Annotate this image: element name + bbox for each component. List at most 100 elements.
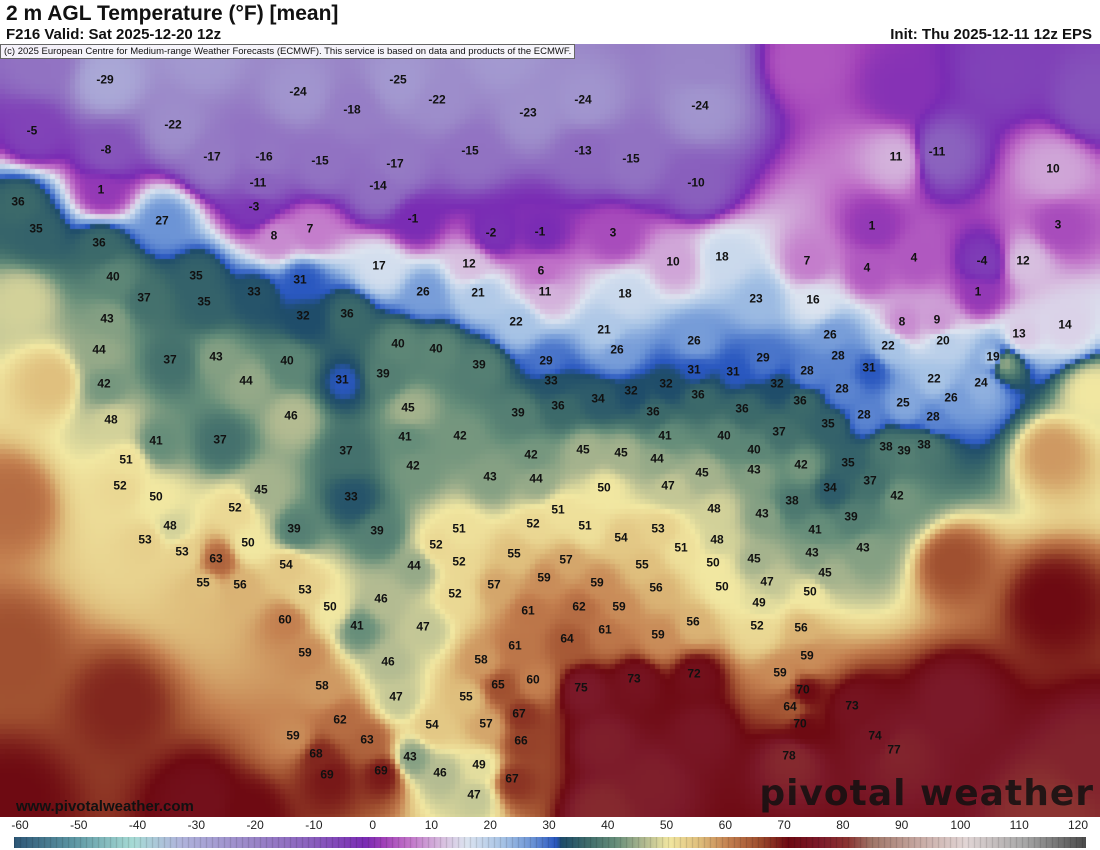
temperature-label: 3 bbox=[609, 225, 617, 240]
temperature-label: 14 bbox=[1058, 317, 1072, 332]
temperature-label: 45 bbox=[401, 400, 415, 415]
temperature-label: 52 bbox=[750, 618, 764, 633]
temperature-label: 73 bbox=[627, 671, 641, 686]
temperature-label: -22 bbox=[428, 92, 446, 107]
temperature-label: 26 bbox=[687, 333, 701, 348]
temperature-label: -23 bbox=[519, 105, 537, 120]
temperature-label: -1 bbox=[407, 211, 419, 226]
colorbar-tick: -10 bbox=[305, 818, 323, 832]
colorbar-tick: -50 bbox=[70, 818, 88, 832]
colorbar-tick: 110 bbox=[1009, 818, 1029, 832]
temperature-label: 31 bbox=[726, 364, 740, 379]
temperature-label: 54 bbox=[614, 530, 628, 545]
temperature-label: 43 bbox=[100, 311, 114, 326]
temperature-label: 32 bbox=[296, 308, 310, 323]
colorbar-tick: -60 bbox=[11, 818, 29, 832]
temperature-label: 32 bbox=[624, 383, 638, 398]
temperature-label: 32 bbox=[659, 376, 673, 391]
colorbar-tick: -40 bbox=[128, 818, 147, 832]
temperature-label: 18 bbox=[715, 249, 729, 264]
temperature-label: 57 bbox=[487, 577, 501, 592]
temperature-label: 39 bbox=[844, 509, 858, 524]
temperature-label: 50 bbox=[715, 579, 729, 594]
temperature-label: 63 bbox=[209, 551, 223, 566]
temperature-label: 35 bbox=[821, 416, 835, 431]
temperature-label: 47 bbox=[661, 478, 675, 493]
temperature-label: -25 bbox=[389, 72, 407, 87]
temperature-label: 36 bbox=[340, 306, 354, 321]
copyright-notice: (c) 2025 European Centre for Medium-rang… bbox=[0, 44, 576, 59]
temperature-label: 59 bbox=[286, 728, 300, 743]
temperature-label: -3 bbox=[248, 199, 260, 214]
temperature-label: 50 bbox=[803, 584, 817, 599]
temperature-label: 61 bbox=[508, 638, 522, 653]
temperature-label: 53 bbox=[651, 521, 665, 536]
temperature-label: 19 bbox=[986, 349, 1000, 364]
temperature-label: 39 bbox=[370, 523, 384, 538]
temperature-label: 37 bbox=[137, 290, 151, 305]
temperature-label: 47 bbox=[416, 619, 430, 634]
temperature-label: 4 bbox=[910, 250, 918, 265]
temperature-label: 49 bbox=[472, 757, 486, 772]
temperature-label: 52 bbox=[113, 478, 127, 493]
temperature-label: 74 bbox=[868, 728, 882, 743]
temperature-label: 44 bbox=[529, 471, 543, 486]
temperature-label: 59 bbox=[590, 575, 604, 590]
temperature-label: 16 bbox=[806, 292, 820, 307]
temperature-label: -5 bbox=[26, 123, 38, 138]
temperature-label: 1 bbox=[97, 182, 105, 197]
temperature-label: 28 bbox=[835, 381, 849, 396]
temperature-label: 52 bbox=[228, 500, 242, 515]
temperature-label: 44 bbox=[650, 451, 664, 466]
temperature-label: 56 bbox=[649, 580, 663, 595]
temperature-label: -24 bbox=[289, 84, 307, 99]
temperature-label: 52 bbox=[448, 586, 462, 601]
temperature-label: -1 bbox=[534, 224, 546, 239]
temperature-label: 35 bbox=[29, 221, 43, 236]
temperature-label: 9 bbox=[933, 312, 941, 327]
temperature-label: 26 bbox=[944, 390, 958, 405]
temperature-label: 37 bbox=[863, 473, 877, 488]
valid-time: F216 Valid: Sat 2025-12-20 12z bbox=[6, 26, 222, 43]
temperature-map[interactable]: (c) 2025 European Centre for Medium-rang… bbox=[0, 44, 1100, 817]
temperature-label: 50 bbox=[241, 535, 255, 550]
temperature-label: 36 bbox=[551, 398, 565, 413]
temperature-label: 12 bbox=[462, 256, 476, 271]
temperature-label: 44 bbox=[239, 373, 253, 388]
temperature-label: 48 bbox=[104, 412, 118, 427]
temperature-label: 55 bbox=[507, 546, 521, 561]
temperature-label: 34 bbox=[823, 480, 837, 495]
temperature-label: -15 bbox=[461, 143, 479, 158]
temperature-label: 66 bbox=[514, 733, 528, 748]
temperature-label: 51 bbox=[578, 518, 592, 533]
colorbar-tick: 50 bbox=[659, 818, 674, 832]
temperature-label: 3 bbox=[1054, 217, 1062, 232]
temperature-label: 37 bbox=[772, 424, 786, 439]
temperature-label: 45 bbox=[818, 565, 832, 580]
temperature-label: 64 bbox=[560, 631, 574, 646]
temperature-label: 42 bbox=[890, 488, 904, 503]
temperature-label: -11 bbox=[249, 175, 267, 190]
temperature-label: 41 bbox=[658, 428, 672, 443]
temperature-label: -22 bbox=[164, 117, 182, 132]
temperature-label: 12 bbox=[1016, 253, 1030, 268]
temperature-label: 60 bbox=[278, 612, 292, 627]
colorbar-tick: -20 bbox=[246, 818, 264, 832]
temperature-label: 75 bbox=[574, 680, 588, 695]
temperature-label: 41 bbox=[808, 522, 822, 537]
temperature-label: 43 bbox=[483, 469, 497, 484]
temperature-label: 57 bbox=[559, 552, 573, 567]
temperature-label: 43 bbox=[403, 749, 417, 764]
temperature-label: 38 bbox=[785, 493, 799, 508]
temperature-label: 56 bbox=[794, 620, 808, 635]
temperature-label: 36 bbox=[691, 387, 705, 402]
temperature-label: 59 bbox=[651, 627, 665, 642]
temperature-label: 57 bbox=[479, 716, 493, 731]
temperature-label: 24 bbox=[974, 375, 988, 390]
temperature-label: 50 bbox=[323, 599, 337, 614]
temperature-label: 36 bbox=[793, 393, 807, 408]
temperature-label: 38 bbox=[917, 437, 931, 452]
temperature-label: 39 bbox=[897, 443, 911, 458]
temperature-label: -15 bbox=[311, 153, 329, 168]
temperature-label: 39 bbox=[511, 405, 525, 420]
